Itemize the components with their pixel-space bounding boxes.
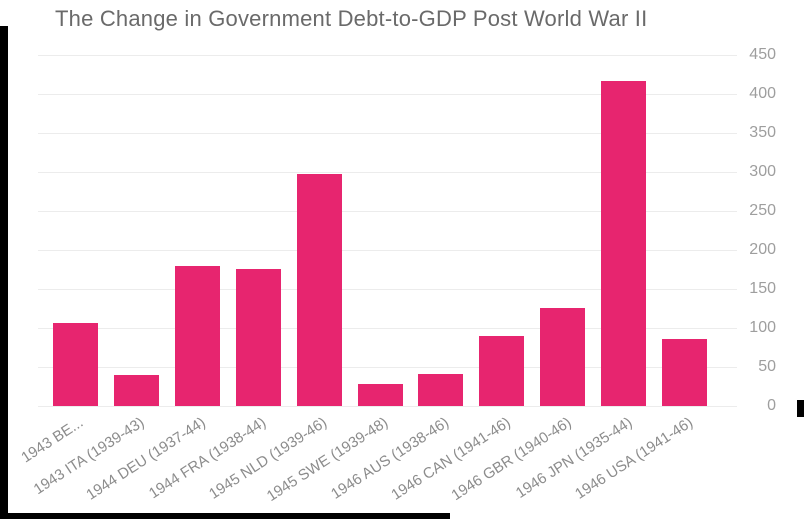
bar-1946-jpn-1935-44[interactable] (601, 81, 646, 406)
gridline-50 (38, 367, 737, 368)
bar-1945-nld-1939-46[interactable] (297, 174, 342, 406)
bar-1946-gbr-1940-46[interactable] (540, 308, 585, 406)
y-tick-label-350: 350 (749, 124, 776, 141)
screenshot-left-edge (0, 26, 8, 519)
y-tick-label-150: 150 (749, 280, 776, 297)
gridline-350 (38, 133, 737, 134)
gridline-200 (38, 250, 737, 251)
bar-1946-can-1941-46[interactable] (479, 336, 524, 406)
y-tick-label-300: 300 (749, 163, 776, 180)
bar-1945-swe-1939-48[interactable] (358, 384, 403, 406)
screenshot-right-edge (797, 400, 804, 417)
y-tick-label-400: 400 (749, 85, 776, 102)
gridline-400 (38, 94, 737, 95)
y-tick-label-0: 0 (767, 397, 776, 414)
y-tick-label-250: 250 (749, 202, 776, 219)
chart-title: The Change in Government Debt-to-GDP Pos… (55, 6, 648, 31)
bar-1946-usa-1941-46[interactable] (662, 339, 707, 406)
bar-1943-ita-1939-43[interactable] (114, 375, 159, 406)
gridline-100 (38, 328, 737, 329)
y-tick-label-450: 450 (749, 46, 776, 63)
gridline-250 (38, 211, 737, 212)
y-tick-label-50: 50 (758, 358, 776, 375)
y-tick-label-200: 200 (749, 241, 776, 258)
bar-1943-be[interactable] (53, 323, 98, 406)
gridline-0 (38, 406, 737, 407)
gridline-450 (38, 55, 737, 56)
bar-1944-deu-1937-44[interactable] (175, 266, 220, 406)
gridline-150 (38, 289, 737, 290)
bar-1946-aus-1938-46[interactable] (418, 374, 463, 406)
y-tick-label-100: 100 (749, 319, 776, 336)
screenshot-bottom-edge (0, 513, 450, 519)
gridline-300 (38, 172, 737, 173)
bar-1944-fra-1938-44[interactable] (236, 269, 281, 406)
